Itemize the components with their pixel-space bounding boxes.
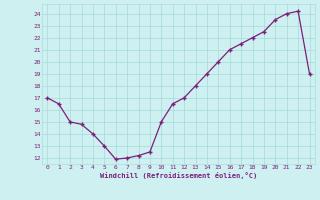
X-axis label: Windchill (Refroidissement éolien,°C): Windchill (Refroidissement éolien,°C) xyxy=(100,172,257,179)
